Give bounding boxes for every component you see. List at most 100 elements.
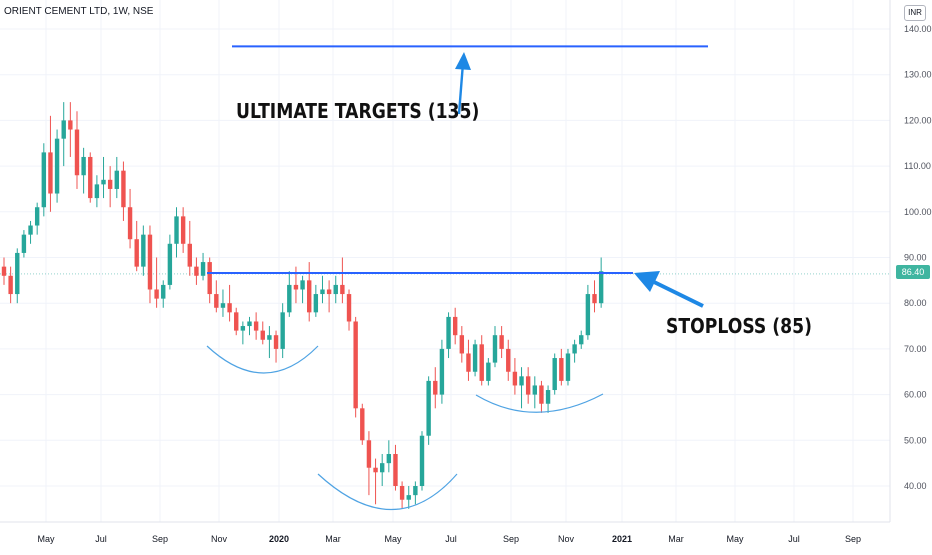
candle: [532, 376, 537, 409]
candle-body: [559, 358, 564, 381]
candle: [194, 257, 199, 285]
currency-badge[interactable]: INR: [904, 5, 926, 21]
candle-body: [81, 156, 86, 176]
candle: [240, 321, 246, 345]
candle: [353, 316, 358, 418]
candle: [506, 339, 511, 381]
x-tick-label: May: [37, 534, 55, 544]
candle-body: [227, 303, 232, 313]
candle-body: [333, 284, 338, 295]
candle-body: [147, 234, 153, 290]
candle: [154, 257, 159, 308]
y-tick-label: 70.00: [904, 344, 927, 354]
candle: [68, 102, 73, 157]
candle: [539, 380, 544, 413]
candle: [585, 284, 591, 340]
stoploss-arrow-head: [634, 271, 660, 292]
candle: [552, 353, 557, 395]
stoploss-annotation: STOPLOSS (85): [666, 314, 812, 338]
candle-body: [94, 184, 100, 199]
candle: [220, 289, 226, 317]
candle: [340, 257, 345, 304]
candle: [300, 275, 305, 304]
candle-body: [426, 380, 431, 436]
candle: [406, 486, 411, 509]
target-arrow-shaft: [457, 62, 465, 115]
candle: [373, 458, 378, 505]
candle: [127, 188, 133, 249]
candle: [360, 403, 365, 445]
x-tick-label: May: [384, 534, 402, 544]
grid-lines: [0, 0, 890, 522]
x-tick-label: Nov: [558, 534, 575, 544]
y-tick-label: 140.00: [904, 24, 932, 34]
candle: [525, 367, 531, 404]
y-tick-label: 80.00: [904, 298, 927, 308]
candle: [326, 280, 332, 313]
candle: [472, 339, 478, 377]
candle-body: [15, 252, 20, 295]
candle-body: [300, 280, 305, 290]
candle: [107, 166, 113, 208]
candle-body: [433, 380, 438, 395]
candle-body: [234, 312, 239, 331]
candle: [207, 257, 212, 304]
candle-body: [200, 262, 206, 276]
candle-body: [592, 294, 597, 304]
candle: [174, 207, 179, 258]
candle: [579, 330, 584, 349]
x-tick-label: Sep: [152, 534, 168, 544]
candle: [419, 431, 425, 491]
x-tick-label: Sep: [845, 534, 861, 544]
candle: [512, 358, 518, 395]
candle: [280, 303, 285, 359]
y-tick-label: 90.00: [904, 253, 927, 263]
candle-body: [280, 312, 285, 349]
candle-body: [579, 335, 584, 345]
candle-body: [253, 321, 259, 331]
head-curve: [317, 473, 458, 511]
candle: [147, 225, 153, 304]
candles: [1, 102, 604, 509]
candle-body: [220, 303, 226, 308]
drawings: [206, 45, 708, 511]
candle: [307, 262, 312, 322]
candle-body: [240, 326, 246, 331]
candle: [572, 339, 577, 363]
target-arrow-head: [455, 52, 471, 70]
x-tick-label: 2021: [612, 534, 632, 544]
candle-body: [34, 207, 40, 226]
candle: [545, 385, 551, 413]
candle-body: [386, 454, 392, 464]
candle: [247, 316, 252, 336]
candle-body: [114, 170, 119, 189]
x-tick-label: Jul: [788, 534, 800, 544]
candle: [393, 444, 398, 491]
candle-body: [267, 335, 272, 340]
candle: [161, 280, 166, 308]
candle-body: [340, 284, 345, 295]
candle-body: [413, 486, 418, 496]
y-tick-label: 130.00: [904, 70, 932, 80]
candle-body: [539, 385, 544, 404]
candle: [200, 252, 206, 281]
candle: [88, 152, 93, 203]
candle: [433, 367, 438, 409]
candle: [273, 330, 279, 363]
candle: [519, 367, 524, 409]
x-tick-label: Jul: [445, 534, 457, 544]
y-tick-label: 60.00: [904, 390, 927, 400]
candle-body: [134, 239, 139, 267]
candle-body: [598, 271, 604, 304]
candle-body: [399, 486, 405, 500]
candle: [479, 335, 484, 386]
candle: [134, 220, 139, 272]
candle-body: [499, 335, 504, 349]
candle: [234, 307, 239, 336]
candle: [486, 358, 491, 386]
candle: [386, 440, 392, 473]
candle-body: [127, 207, 133, 240]
candle-body: [313, 294, 319, 313]
